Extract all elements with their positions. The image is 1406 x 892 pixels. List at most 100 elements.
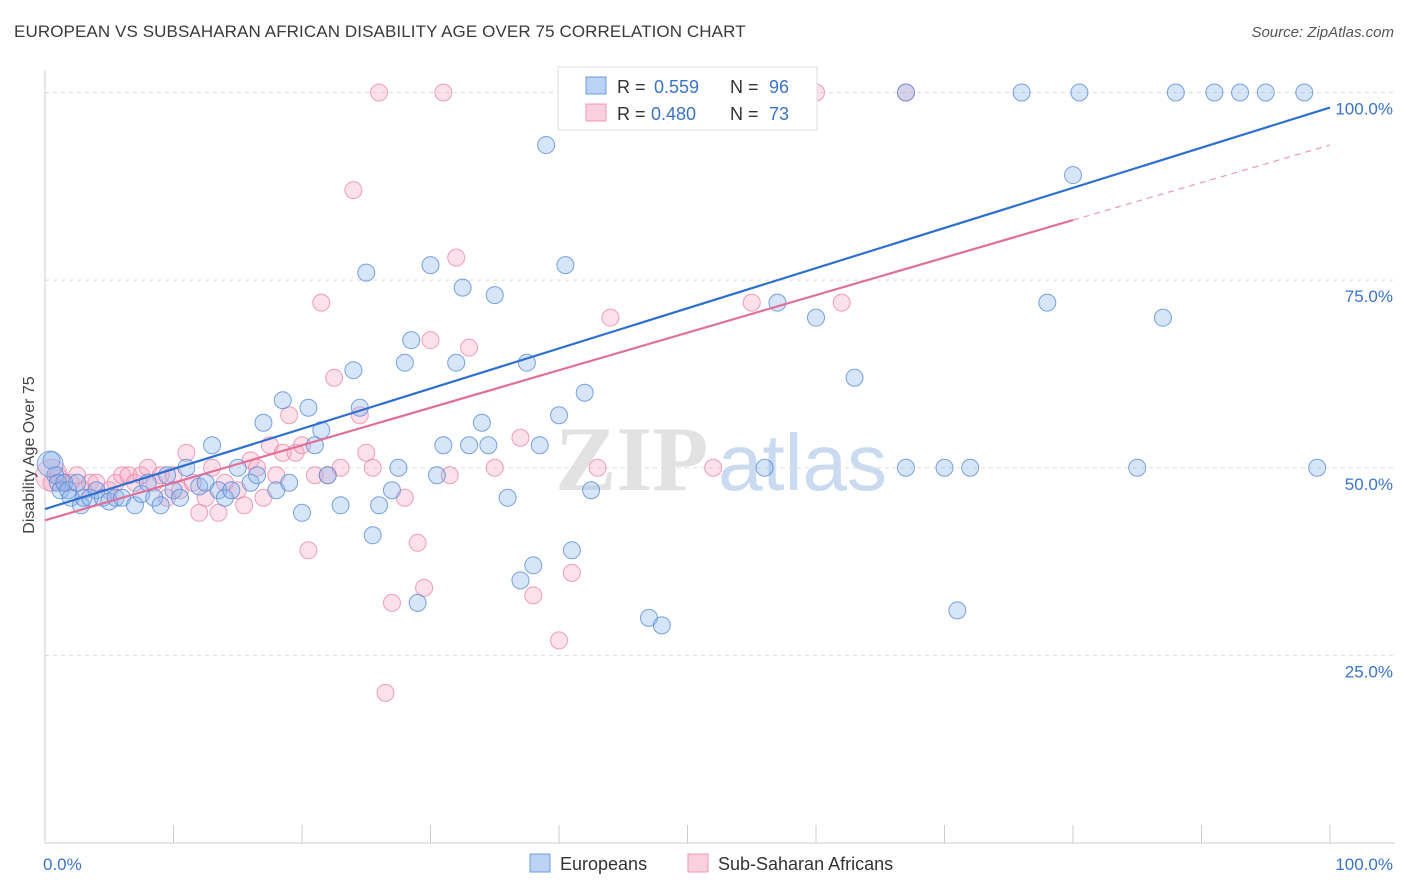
africans-point	[382, 593, 401, 612]
africans-point	[376, 683, 395, 702]
europeans-point	[447, 353, 466, 372]
africans-trend-line	[44, 219, 1074, 522]
africans-point	[562, 563, 581, 582]
europeans-point	[1012, 83, 1031, 102]
africans-point	[460, 338, 479, 357]
africans-point	[370, 83, 389, 102]
europeans-point	[59, 481, 78, 500]
europeans-point	[273, 391, 292, 410]
stats-legend: R = 0.559 N = 96 R = 0.480 N = 73	[557, 66, 818, 131]
africans-point	[177, 443, 196, 462]
africans-point	[408, 533, 427, 552]
europeans-point	[357, 263, 376, 282]
europeans-point	[1153, 308, 1172, 327]
africans-point	[511, 428, 530, 447]
africans-point	[235, 496, 254, 515]
legend-n-label-africans: N =	[730, 104, 759, 124]
africans-swatch	[585, 103, 607, 122]
legend-r-europeans: 0.559	[654, 77, 699, 97]
europeans-point	[331, 496, 350, 515]
europeans-point	[318, 466, 337, 485]
europeans-point	[1128, 458, 1147, 477]
europeans-point	[370, 496, 389, 515]
europeans-point	[408, 593, 427, 612]
europeans-point	[299, 398, 318, 417]
europeans-point	[293, 503, 311, 522]
x-tick-label-max: 100.0%	[1335, 855, 1393, 874]
europeans-point	[460, 436, 479, 455]
europeans-point	[948, 601, 967, 620]
africans-point	[305, 466, 324, 485]
europeans-point	[382, 481, 401, 500]
bottom-africans-swatch	[687, 853, 709, 873]
europeans-point	[1166, 83, 1185, 102]
legend-n-label-europeans: N =	[730, 77, 759, 97]
africans-point	[344, 181, 363, 200]
legend-n-europeans: 96	[769, 77, 789, 97]
europeans-point	[582, 481, 601, 500]
legend-r-africans: 0.480	[651, 104, 696, 124]
europeans-point	[125, 496, 144, 515]
series-legend: Europeans Sub-Saharan Africans	[529, 853, 893, 874]
europeans-point	[896, 458, 915, 477]
europeans-point	[755, 458, 774, 477]
europeans-point	[485, 286, 504, 305]
africans-trend-extension	[1072, 144, 1331, 221]
africans-point	[601, 308, 620, 327]
europeans-point	[222, 481, 241, 500]
europeans-point	[524, 556, 543, 575]
europeans-point	[1070, 83, 1089, 102]
europeans-cluster	[36, 450, 64, 478]
europeans-point	[556, 256, 575, 275]
europeans-point	[511, 571, 530, 590]
europeans-point	[575, 383, 594, 402]
europeans-point	[402, 331, 421, 350]
grid	[45, 92, 1395, 656]
y-tick-label: 75.0%	[1345, 287, 1393, 306]
europeans-points	[36, 83, 1327, 635]
africans-point	[363, 458, 382, 477]
africans-point	[434, 83, 453, 102]
europeans-point	[1038, 293, 1057, 312]
africans-point	[742, 293, 761, 312]
africans-point	[447, 248, 466, 267]
bottom-legend-europeans: Europeans	[560, 854, 647, 874]
europeans-point	[203, 436, 222, 455]
africans-point	[440, 466, 459, 485]
chart-title: EUROPEAN VS SUBSAHARAN AFRICAN DISABILIT…	[14, 22, 746, 41]
europeans-point	[935, 458, 954, 477]
europeans-point	[209, 481, 228, 500]
africans-point	[832, 293, 851, 312]
europeans-point	[530, 436, 549, 455]
y-tick-label: 50.0%	[1345, 475, 1393, 494]
europeans-point	[241, 473, 260, 492]
europeans-point	[389, 458, 408, 477]
europeans-point	[344, 361, 363, 380]
europeans-point	[427, 466, 446, 485]
europeans-swatch	[585, 76, 607, 95]
africans-point	[588, 458, 607, 477]
europeans-point	[652, 616, 671, 635]
europeans-point	[807, 308, 825, 327]
africans-point	[325, 368, 344, 387]
europeans-point	[1295, 83, 1314, 102]
europeans-point	[254, 413, 273, 432]
africans-point	[80, 473, 99, 492]
axes: 25.0% 50.0% 75.0% 100.0% 0.0% 100.0%	[43, 70, 1395, 874]
y-tick-label: 25.0%	[1345, 662, 1393, 681]
europeans-point	[395, 353, 414, 372]
legend-n-africans: 73	[769, 104, 789, 124]
europeans-point	[421, 256, 440, 275]
africans-point	[209, 503, 228, 522]
africans-point	[299, 541, 318, 560]
europeans-point	[151, 496, 170, 515]
europeans-point	[537, 136, 556, 155]
africans-point	[485, 458, 504, 477]
europeans-point	[1064, 166, 1082, 185]
bottom-legend-africans: Sub-Saharan Africans	[718, 854, 893, 874]
europeans-point	[363, 526, 382, 545]
europeans-point	[472, 413, 491, 432]
europeans-point	[453, 278, 472, 297]
europeans-point	[896, 83, 915, 102]
europeans-point	[498, 488, 517, 507]
